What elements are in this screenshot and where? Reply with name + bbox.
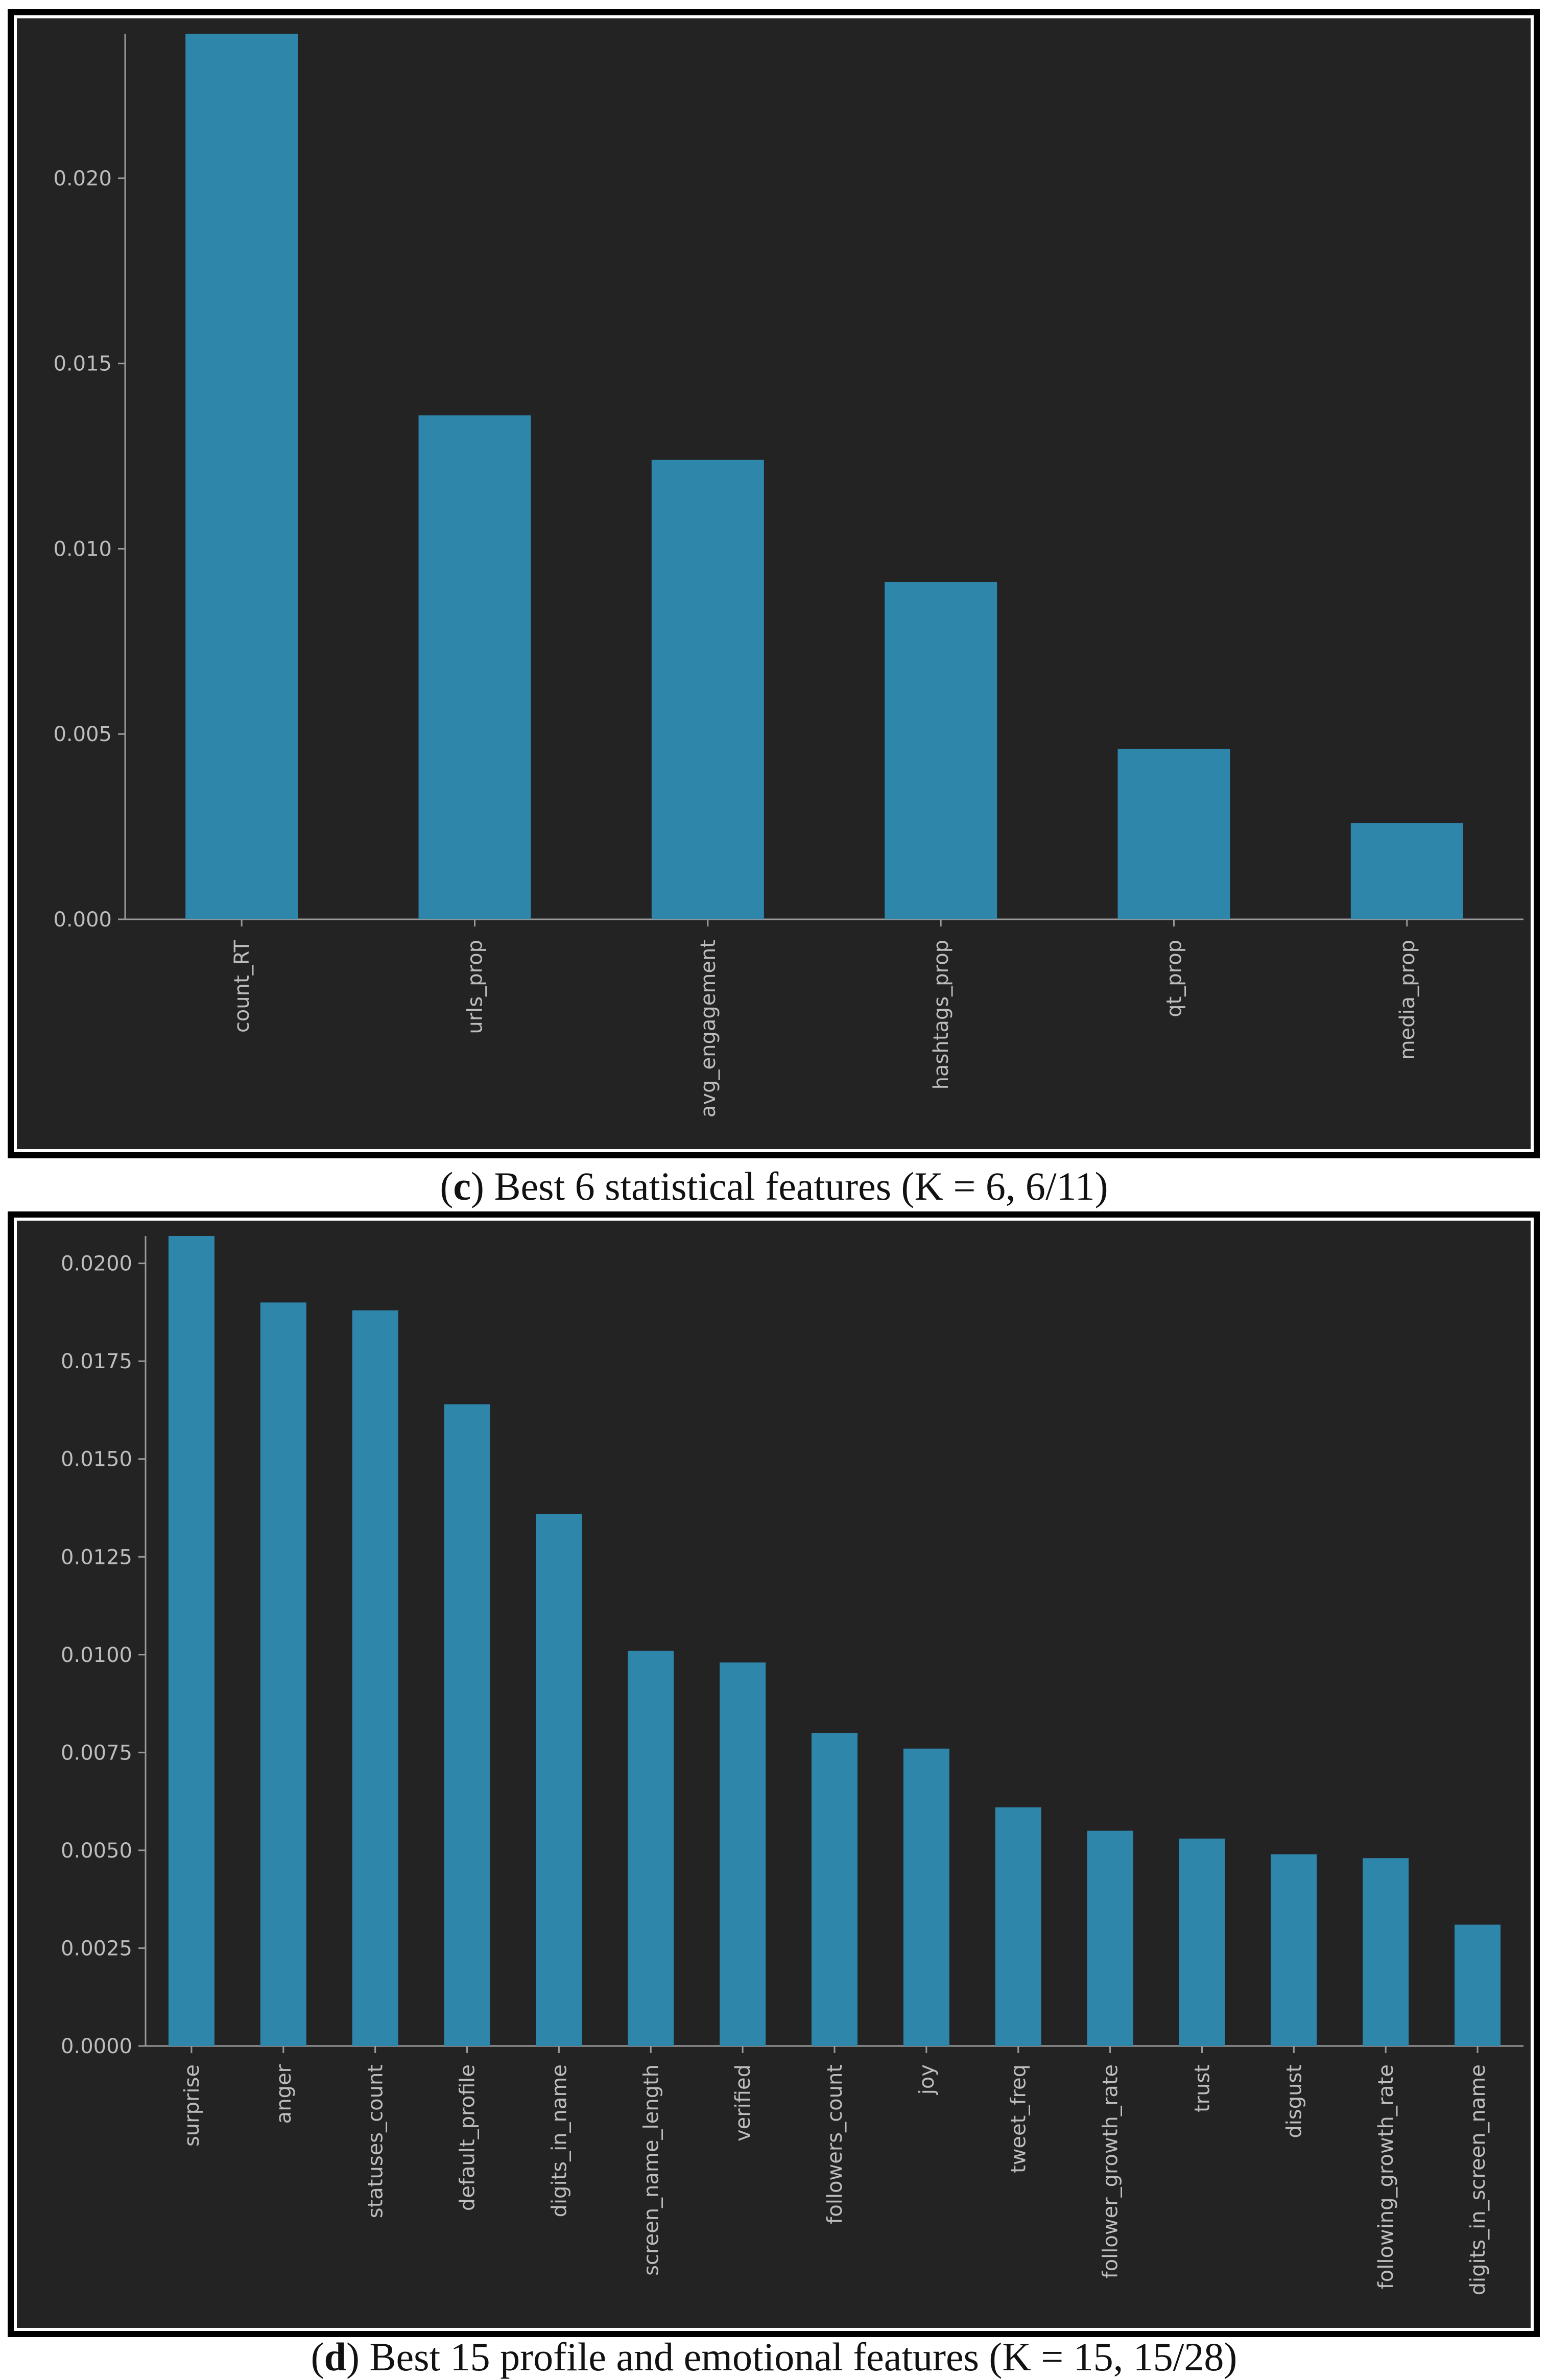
y-tick-label: 0.0175 (61, 1350, 132, 1373)
y-tick-label: 0.010 (53, 537, 112, 561)
y-tick-label: 0.0000 (61, 2035, 132, 2058)
x-tick-label: followers_count (823, 2064, 847, 2224)
bar-screen-name-length (628, 1651, 674, 2046)
y-tick-label: 0.0200 (61, 1252, 132, 1276)
bar-disgust (1271, 1854, 1317, 2046)
bar-trust (1179, 1838, 1225, 2046)
y-tick-label: 0.0025 (61, 1937, 132, 1960)
x-tick-label: digits_in_screen_name (1466, 2064, 1490, 2295)
y-tick-label: 0.000 (53, 908, 112, 932)
x-tick-label: tweet_freq (1007, 2064, 1031, 2173)
chart-c: 0.000 0.005 0.010 0.015 0.020 count_RT urls_pr… (53, 34, 1523, 1117)
x-tick-label: trust (1190, 2064, 1214, 2112)
x-tick-label: surprise (180, 2064, 204, 2147)
bar-following-growth-rate (1363, 1858, 1409, 2046)
caption-d-letter: d (324, 2335, 346, 2379)
bar-hashtags-prop (885, 582, 997, 919)
x-tick-label: joy (915, 2064, 939, 2095)
x-tick-label: media_prop (1396, 940, 1419, 1060)
bar-verified (720, 1662, 766, 2046)
x-tick-label: count_RT (230, 939, 254, 1033)
bar-anger (260, 1302, 306, 2046)
caption-d: (d) Best 15 profile and emotional featur… (311, 2335, 1237, 2379)
caption-c: (c) Best 6 statistical features (K = 6, … (440, 1164, 1108, 1208)
y-tick-label: 0.0100 (61, 1644, 132, 1667)
y-tick-label: 0.005 (53, 723, 112, 746)
x-tick-label: avg_engagement (697, 940, 720, 1117)
bar-avg-engagement (651, 460, 764, 919)
y-tick-label: 0.015 (53, 352, 112, 376)
x-tick-label: screen_name_length (639, 2064, 663, 2276)
x-tick-label: qt_prop (1163, 940, 1186, 1017)
y-tick-label: 0.0050 (61, 1839, 132, 1863)
y-tick-label: 0.0150 (61, 1448, 132, 1471)
x-tick-label: hashtags_prop (930, 940, 953, 1089)
bar-followers-count (812, 1733, 858, 2046)
bar-digits-in-screen-name (1455, 1924, 1501, 2046)
x-tick-label: digits_in_name (547, 2064, 571, 2217)
x-tick-label: follower_growth_rate (1099, 2064, 1123, 2278)
x-tick-label: anger (272, 2064, 296, 2124)
y-tick-label: 0.0125 (61, 1545, 132, 1569)
x-tick-label: default_profile (456, 2064, 480, 2211)
bar-qt-prop (1117, 749, 1230, 919)
caption-d-text: ) Best 15 profile and emotional features… (346, 2335, 1237, 2379)
bar-surprise (168, 1236, 215, 2046)
bar-joy (903, 1748, 949, 2046)
x-tick-label: verified (731, 2064, 755, 2141)
chart-panel-c: 0.000 0.005 0.010 0.015 0.020 count_RT urls_pr… (11, 12, 1537, 1155)
y-tick-label: 0.020 (53, 167, 112, 191)
bar-urls-prop (418, 415, 531, 919)
x-tick-label: disgust (1282, 2064, 1306, 2138)
bar-follower-growth-rate (1087, 1830, 1133, 2046)
bar-count-RT (185, 34, 298, 919)
bar-statuses-count (352, 1310, 398, 2046)
bar-default-profile (444, 1404, 490, 2046)
chart-d: 0.0000 0.0025 0.0050 0.0075 0.0100 0.0125 0.01… (61, 1236, 1523, 2295)
caption-c-text: ) Best 6 statistical features (K = 6, 6/… (470, 1164, 1108, 1208)
chart-panel-d: 0.0000 0.0025 0.0050 0.0075 0.0100 0.0125 0.01… (11, 1215, 1537, 2334)
x-tick-label: urls_prop (464, 940, 487, 1034)
bar-digits-in-name (536, 1513, 582, 2046)
bar-media-prop (1350, 823, 1463, 919)
caption-c-letter: c (453, 1164, 471, 1208)
y-tick-label: 0.0075 (61, 1741, 132, 1765)
bar-tweet-freq (995, 1807, 1041, 2046)
x-tick-label: following_growth_rate (1374, 2064, 1398, 2289)
x-tick-label: statuses_count (364, 2064, 388, 2218)
